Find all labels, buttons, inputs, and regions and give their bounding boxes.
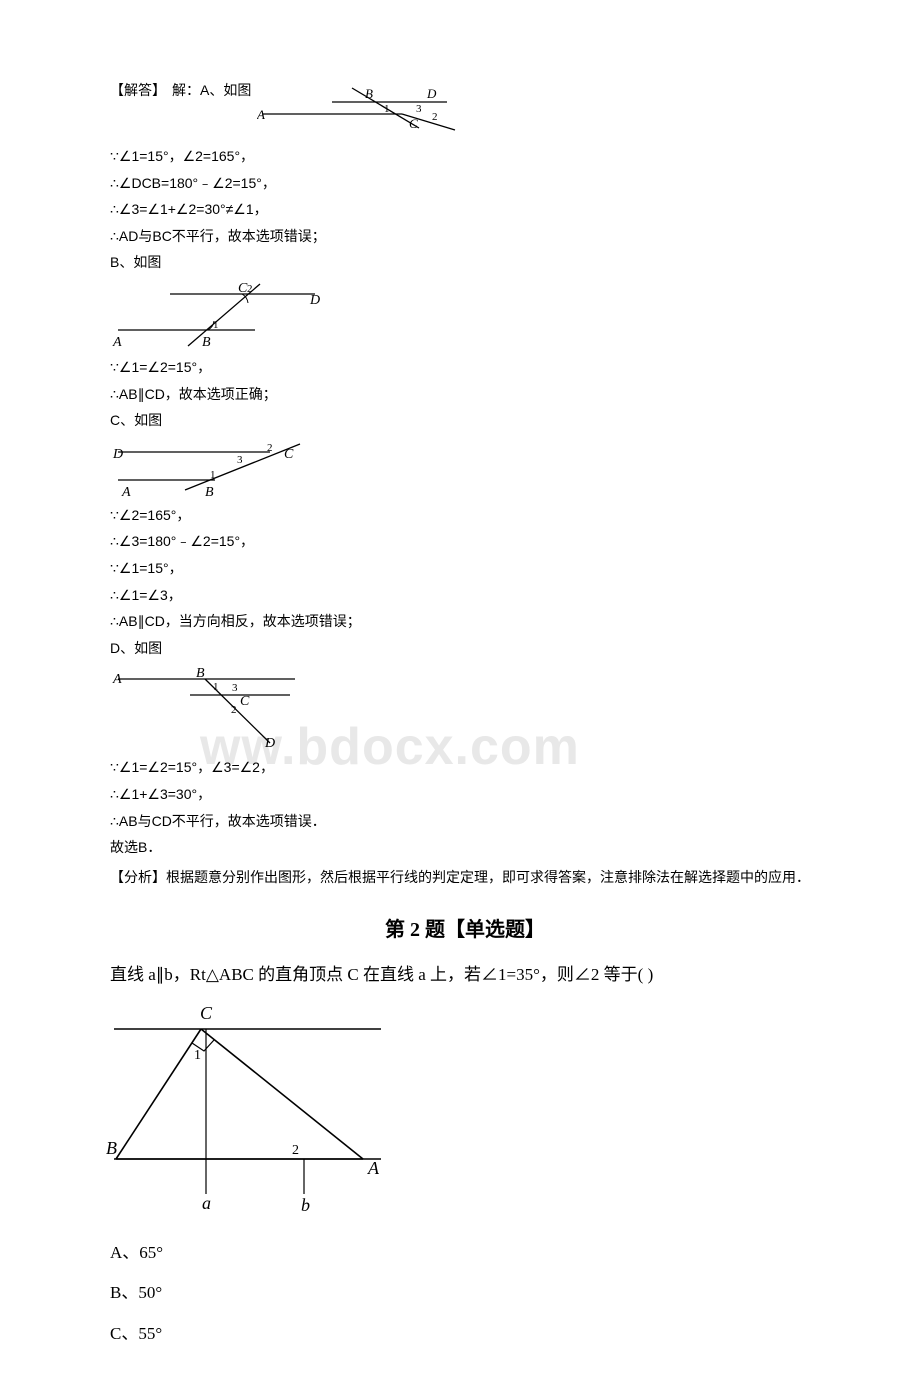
fig3-D: D [112,447,123,462]
fig4-C: C [240,694,250,709]
fig3-C: C [284,447,294,462]
option-A: A、65° [110,1233,820,1274]
q2-2: 2 [292,1143,299,1158]
c-line-2: ∵∠1=15°， [110,555,820,582]
solve-a-intro: 解：A、如图 [172,80,251,100]
solution-header: 【解答】 解：A、如图 A B C D 1 2 3 [110,80,820,143]
a-line-4: B、如图 [110,249,820,276]
figure-b: A B C D 1 2 [110,280,820,350]
solve-label: 【解答】 [110,80,166,100]
fig3-2: 2 [267,442,273,454]
b-line-2: C、如图 [110,407,820,434]
c-line-1: ∴∠3=180°﹣∠2=15°， [110,528,820,555]
figure-a: A B C D 1 2 3 [257,84,457,139]
a-line-0: ∵∠1=15°，∠2=165°， [110,143,820,170]
fig3-A: A [121,485,131,498]
fig2-1: 1 [213,319,219,331]
q2-1: 1 [194,1048,201,1063]
option-C: C、55° [110,1314,820,1355]
fig4-D: D [264,736,275,750]
c-line-0: ∵∠2=165°， [110,502,820,529]
q2-C: C [200,1003,213,1023]
q2-a: a [202,1193,211,1213]
fig4-1: 1 [213,681,219,693]
fig1-2: 2 [432,111,438,123]
fig4-2: 2 [231,704,237,716]
a-line-1: ∴∠DCB=180°﹣∠2=15°， [110,170,820,197]
fig4-3: 3 [232,682,238,694]
fig3-1: 1 [210,469,216,481]
a-line-2: ∴∠3=∠1+∠2=30°≠∠1， [110,196,820,223]
q2-B: B [106,1138,117,1158]
figure-d: A B C D 1 2 3 [110,665,820,750]
q2-title: 第 2 题【单选题】 [110,913,820,942]
fig1-D: D [426,86,437,101]
q2-A: A [367,1158,380,1178]
fig1-C: C [409,116,418,131]
option-B: B、50° [110,1273,820,1314]
fig1-3: 3 [416,103,422,115]
q2-question: 直线 a∥b，Rt△ABC 的直角顶点 C 在直线 a 上，若∠1=35°，则∠… [110,960,820,985]
fig4-B: B [196,666,205,681]
q2-options: A、65° B、50° C、55° [110,1233,820,1355]
b-line-0: ∵∠1=∠2=15°， [110,354,820,381]
fig2-A: A [112,335,122,350]
fig1-B: B [365,86,373,101]
d-line-1: ∴∠1+∠3=30°， [110,781,820,808]
fig3-B: B [205,485,214,498]
analysis-row: 【分析】根据题意分别作出图形，然后根据平行线的判定定理，即可求得答案，注意排除法… [110,867,820,887]
a-line-3: ∴AD与BC不平行，故本选项错误； [110,223,820,250]
figure-c: D C A B 1 2 3 [110,438,820,498]
analysis-label: 【分析】 [110,869,166,885]
d-line-2: ∴AB与CD不平行，故本选项错误． [110,808,820,835]
c-line-3: ∴∠1=∠3， [110,582,820,609]
analysis-text: 根据题意分别作出图形，然后根据平行线的判定定理，即可求得答案，注意排除法在解选择… [166,869,810,885]
fig1-1: 1 [384,103,390,115]
c-line-5: D、如图 [110,635,820,662]
fig4-A: A [112,672,122,687]
fig1-A: A [257,107,265,122]
q2-b: b [301,1195,310,1215]
fig2-2: 2 [247,283,253,295]
c-line-4: ∴AB∥CD，当方向相反，故本选项错误； [110,608,820,635]
q2-figure: C B A 1 2 a b [106,999,820,1229]
d-line-3: 故选B． [110,834,820,861]
fig3-3: 3 [237,454,243,466]
fig2-B: B [202,335,211,350]
fig2-D: D [309,293,320,308]
b-line-1: ∴AB∥CD，故本选项正确； [110,381,820,408]
d-line-0: ∵∠1=∠2=15°，∠3=∠2， [110,754,820,781]
